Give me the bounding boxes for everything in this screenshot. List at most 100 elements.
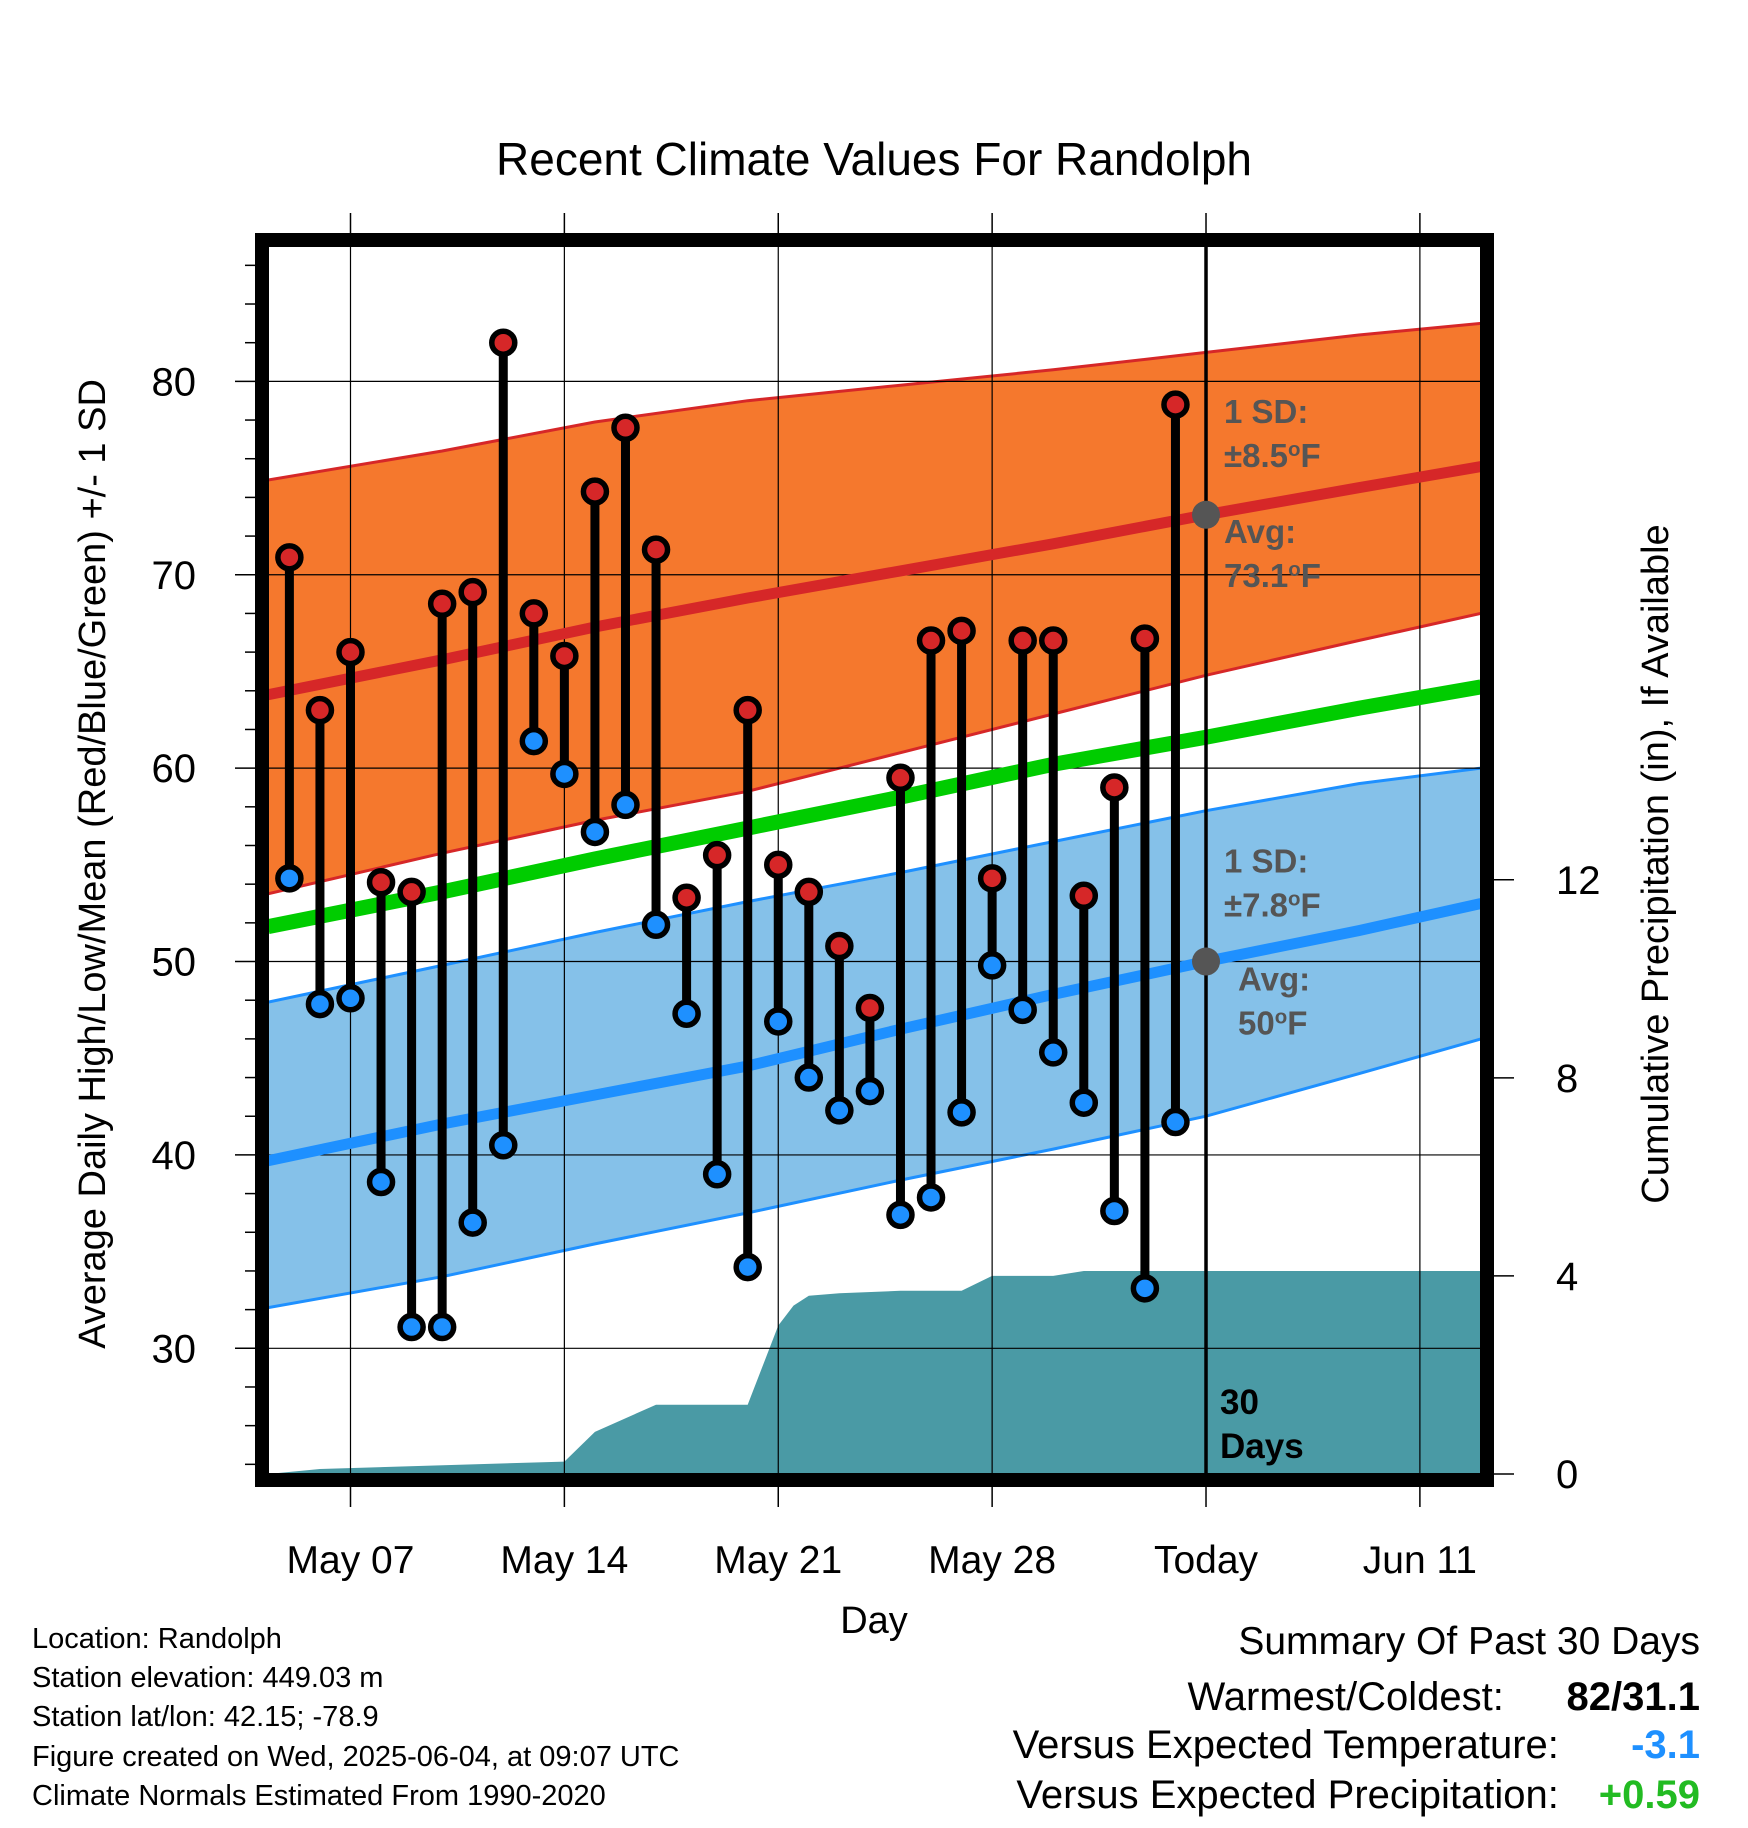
x-tick-label: May 21 xyxy=(714,1539,842,1582)
low-point xyxy=(305,989,335,1019)
high-point xyxy=(1069,881,1099,911)
summary-temp-label: Versus Expected Temperature: xyxy=(1012,1723,1559,1767)
plot-area: 1 SD: ±8.5oF Avg: 73.1oF 1 SD: ±7.8oF Avg: 50oF… xyxy=(152,213,1601,1582)
low-point xyxy=(886,1200,915,1230)
low-point xyxy=(825,1096,854,1125)
high-point xyxy=(366,867,396,897)
summary-precip-label: Versus Expected Precipitation: xyxy=(1016,1773,1559,1817)
precip-tick-label: 8 xyxy=(1556,1057,1578,1101)
summary-precip-value: +0.59 xyxy=(1598,1773,1700,1817)
low-avg-annotation-title: Avg: xyxy=(1238,961,1310,998)
high-point xyxy=(641,535,671,564)
info-latlon: Station lat/lon: 42.15; -78.9 xyxy=(32,1701,379,1733)
low-point xyxy=(1038,1038,1068,1067)
low-point xyxy=(519,726,549,756)
today-high-avg-marker xyxy=(1192,500,1221,529)
high-point xyxy=(733,695,762,725)
info-normals: Climate Normals Estimated From 1990-2020 xyxy=(32,1780,606,1812)
low-point xyxy=(550,759,579,789)
y-tick-label: 50 xyxy=(152,941,197,985)
high-avg-line xyxy=(268,461,1481,701)
low-point xyxy=(1130,1274,1160,1303)
low-point xyxy=(366,1167,396,1197)
summary-warmest-value: 82/31.1 xyxy=(1566,1675,1700,1719)
low-point xyxy=(275,864,304,893)
high-sd-annotation-value: ±8.5oF xyxy=(1224,437,1321,474)
high-point xyxy=(977,864,1007,893)
low-point xyxy=(794,1063,824,1092)
y-tick-label: 30 xyxy=(152,1327,197,1371)
high-point xyxy=(825,931,854,961)
high-point xyxy=(1100,773,1129,802)
today-days-label-line2: Days xyxy=(1220,1427,1304,1466)
low-point xyxy=(1100,1196,1129,1226)
low-point xyxy=(458,1208,487,1237)
precip-area xyxy=(268,1271,1481,1474)
high-point xyxy=(489,328,518,357)
high-point xyxy=(397,877,426,907)
summary-warmest-label: Warmest/Coldest: xyxy=(1187,1675,1504,1719)
x-tick-label: Today xyxy=(1154,1539,1259,1582)
low-avg-annotation-value: 50oF xyxy=(1238,1005,1307,1042)
high-point xyxy=(580,477,610,506)
low-point xyxy=(580,817,610,847)
low-point xyxy=(427,1312,457,1342)
high-point xyxy=(427,589,457,619)
summary-warmest-row: Warmest/Coldest: 82/31.1 xyxy=(1188,1675,1701,1720)
low-point xyxy=(733,1252,762,1282)
high-point xyxy=(916,626,946,655)
high-sd-annotation-title: 1 SD: xyxy=(1224,393,1308,430)
summary-precip-row: Versus Expected Precipitation: +0.59 xyxy=(1016,1773,1700,1818)
high-avg-annotation-value: 73.1oF xyxy=(1224,557,1321,594)
y-tick-label: 40 xyxy=(152,1134,197,1178)
y-axis-label-right: Cumulative Precipitation (in), If Availa… xyxy=(1635,524,1677,1203)
x-tick-label: May 07 xyxy=(287,1539,415,1582)
x-tick-label: Jun 11 xyxy=(1363,1539,1477,1582)
y-tick-label: 80 xyxy=(152,360,197,404)
high-point xyxy=(1130,624,1160,653)
low-point xyxy=(397,1312,426,1342)
info-location: Location: Randolph xyxy=(32,1623,282,1655)
plot-inner: 1 SD: ±8.5oF Avg: 73.1oF 1 SD: ±7.8oF Avg: 50oF… xyxy=(268,246,1481,1474)
high-point xyxy=(855,993,885,1023)
summary-temp-value: -3.1 xyxy=(1631,1723,1700,1767)
high-point xyxy=(1161,390,1190,419)
high-point xyxy=(794,877,824,907)
today-days-label-line1: 30 xyxy=(1220,1383,1259,1422)
high-point xyxy=(947,616,976,646)
low-sd-annotation-title: 1 SD: xyxy=(1224,843,1308,880)
high-point xyxy=(672,883,701,912)
high-point xyxy=(886,763,915,793)
y-axis-label-left: Average Daily High/Low/Mean (Red/Blue/Gr… xyxy=(72,379,114,1349)
x-tick-label: May 14 xyxy=(500,1539,628,1582)
y-tick-label: 70 xyxy=(152,554,197,598)
summary-temp-row: Versus Expected Temperature: -3.1 xyxy=(1013,1723,1700,1768)
high-point xyxy=(611,413,640,443)
high-avg-annotation-title: Avg: xyxy=(1224,513,1296,550)
x-axis-label: Day xyxy=(840,1600,908,1642)
plot-frame xyxy=(255,233,1494,1487)
low-point xyxy=(1069,1088,1099,1117)
summary-title: Summary Of Past 30 Days xyxy=(1238,1620,1700,1663)
high-point xyxy=(458,577,487,607)
low-point xyxy=(1008,995,1037,1025)
low-point xyxy=(489,1130,518,1160)
low-point xyxy=(764,1007,793,1036)
low-point xyxy=(916,1183,946,1212)
low-point xyxy=(977,951,1007,980)
precip-tick-label: 4 xyxy=(1556,1255,1578,1299)
low-point xyxy=(336,984,365,1013)
high-point xyxy=(1038,626,1068,655)
low-point xyxy=(611,790,640,820)
today-low-avg-marker xyxy=(1192,947,1221,976)
low-point xyxy=(947,1098,976,1127)
high-point xyxy=(275,543,304,572)
low-point xyxy=(855,1076,885,1106)
chart-title: Recent Climate Values For Randolph xyxy=(496,133,1252,185)
info-elevation: Station elevation: 449.03 m xyxy=(32,1662,384,1694)
low-point xyxy=(641,910,671,940)
high-sd-lower-line xyxy=(268,611,1481,896)
precip-tick-label: 0 xyxy=(1556,1453,1578,1497)
info-created: Figure created on Wed, 2025-06-04, at 09… xyxy=(32,1741,680,1773)
